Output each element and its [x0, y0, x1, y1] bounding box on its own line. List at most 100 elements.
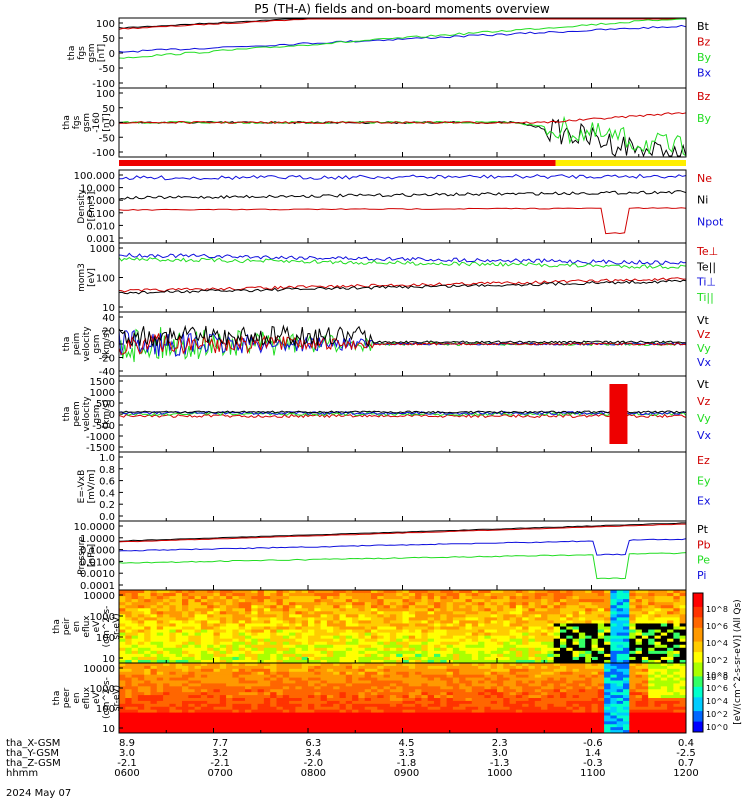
- heatmap-cell: [125, 614, 132, 618]
- panel-4-frame: [118, 242, 687, 313]
- heatmap-cell: [610, 638, 618, 643]
- heatmap-cell: [427, 629, 435, 633]
- heatmap-cell: [377, 650, 384, 655]
- heatmap-cell: [119, 659, 126, 664]
- heatmap-cell: [534, 596, 542, 600]
- heatmap-cell: [641, 718, 649, 722]
- heatmap-cell: [345, 668, 353, 673]
- heatmap-cell: [515, 659, 523, 664]
- heatmap-cell: [402, 656, 410, 661]
- heatmap-cell: [276, 647, 284, 652]
- heatmap-cell: [465, 680, 473, 684]
- heatmap-cell: [408, 647, 416, 652]
- heatmap-cell: [553, 692, 561, 696]
- heatmap-cell: [679, 647, 687, 652]
- heatmap-cell: [371, 635, 378, 640]
- heatmap-cell: [679, 593, 687, 597]
- heatmap-cell: [585, 671, 592, 676]
- heatmap-cell: [270, 590, 277, 594]
- heatmap-cell: [257, 656, 265, 661]
- heatmap-cell: [169, 590, 177, 594]
- heatmap-cell: [238, 611, 246, 615]
- heatmap-cell: [119, 632, 126, 637]
- heatmap-cell: [150, 617, 158, 621]
- heatmap-cell: [522, 590, 529, 594]
- heatmap-cell: [333, 647, 340, 652]
- heatmap-cell: [648, 695, 655, 699]
- colorbar-cell: [693, 610, 703, 615]
- heatmap-cell: [471, 659, 479, 664]
- heatmap-cell: [119, 695, 126, 699]
- heatmap-cell: [654, 656, 662, 661]
- heatmap-cell: [364, 611, 372, 615]
- heatmap-cell: [358, 623, 366, 627]
- heatmap-cell: [339, 593, 347, 597]
- heatmap-cell: [509, 635, 517, 640]
- heatmap-cell: [497, 605, 504, 609]
- heatmap-cell: [446, 692, 454, 696]
- heatmap-cell: [339, 663, 347, 667]
- heatmap-cell: [503, 695, 510, 699]
- heatmap-cell: [572, 644, 580, 649]
- heatmap-cell: [427, 620, 435, 624]
- heatmap-cell: [339, 602, 347, 606]
- heatmap-cell: [402, 686, 410, 690]
- heatmap-cell: [396, 683, 403, 687]
- heatmap-cell: [440, 718, 447, 722]
- heatmap-cell: [446, 599, 454, 603]
- heatmap-cell: [308, 590, 315, 594]
- heatmap-cell: [434, 668, 441, 673]
- colorbar-tick-label: 10^2: [706, 656, 728, 665]
- heatmap-cell: [144, 677, 151, 681]
- heatmap-cell: [308, 629, 315, 633]
- heatmap-cell: [301, 668, 309, 673]
- heatmap-cell: [137, 718, 145, 722]
- heatmap-cell: [654, 671, 662, 676]
- heatmap-cell: [226, 602, 233, 606]
- heatmap-cell: [320, 611, 328, 615]
- heatmap-cell: [301, 656, 309, 661]
- y-tick-label: 0.0: [99, 512, 115, 523]
- heatmap-cell: [490, 614, 498, 618]
- heatmap-cell: [389, 695, 397, 699]
- heatmap-cell: [515, 617, 523, 621]
- heatmap-cell: [660, 730, 668, 734]
- heatmap-cell: [654, 653, 662, 658]
- heatmap-cell: [585, 623, 592, 627]
- heatmap-cell: [434, 608, 441, 612]
- heatmap-cell: [635, 605, 643, 609]
- heatmap-cell: [528, 608, 536, 612]
- heatmap-cell: [219, 641, 227, 646]
- heatmap-cell: [440, 683, 447, 687]
- heatmap-cell: [629, 692, 636, 696]
- heatmap-cell: [629, 653, 636, 658]
- heatmap-cell: [478, 653, 485, 658]
- heatmap-cell: [326, 650, 334, 655]
- heatmap-cell: [156, 715, 164, 719]
- heatmap-cell: [515, 695, 523, 699]
- heatmap-cell: [547, 659, 555, 664]
- heatmap-cell: [623, 635, 630, 640]
- heatmap-cell: [673, 635, 681, 640]
- heatmap-cell: [478, 629, 485, 633]
- heatmap-cell: [427, 596, 435, 600]
- heatmap-cell: [245, 644, 252, 649]
- heatmap-cell: [169, 724, 177, 728]
- heatmap-cell: [572, 617, 580, 621]
- heatmap-cell: [415, 727, 422, 731]
- heatmap-cell: [427, 695, 435, 699]
- heatmap-cell: [213, 626, 221, 630]
- heatmap-cell: [673, 593, 681, 597]
- heatmap-cell: [560, 671, 567, 676]
- heatmap-cell: [497, 593, 504, 597]
- heatmap-cell: [371, 593, 378, 597]
- heatmap-cell: [553, 620, 561, 624]
- heatmap-cell: [459, 730, 466, 734]
- heatmap-cell: [314, 671, 321, 676]
- heatmap-cell: [289, 689, 296, 693]
- series-bx-line: [118, 24, 687, 53]
- heatmap-cell: [295, 715, 303, 719]
- heatmap-cell: [471, 605, 479, 609]
- heatmap-cell: [232, 703, 240, 708]
- heatmap-cell: [490, 671, 498, 676]
